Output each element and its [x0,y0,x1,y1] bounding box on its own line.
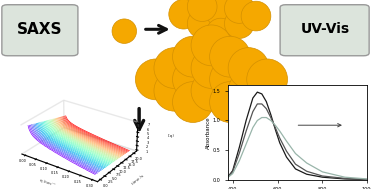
Ellipse shape [224,9,254,39]
Y-axis label: Absorbance: Absorbance [206,116,211,149]
Ellipse shape [247,59,288,100]
Ellipse shape [210,59,250,100]
Ellipse shape [169,0,198,29]
Ellipse shape [173,82,213,122]
Ellipse shape [173,36,213,77]
Ellipse shape [228,48,269,88]
Ellipse shape [112,19,137,43]
Ellipse shape [187,0,217,22]
Ellipse shape [154,70,195,111]
Ellipse shape [210,82,250,122]
Text: UV-Vis: UV-Vis [301,22,349,36]
Ellipse shape [154,48,195,88]
Y-axis label: time /s: time /s [131,174,145,186]
Ellipse shape [210,36,250,77]
Ellipse shape [206,0,236,27]
X-axis label: q /nm⁻¹: q /nm⁻¹ [39,178,55,187]
Ellipse shape [191,25,232,66]
Text: SAXS: SAXS [17,22,63,37]
Ellipse shape [187,9,217,39]
Ellipse shape [228,70,269,111]
Ellipse shape [135,59,176,100]
Ellipse shape [191,70,232,111]
Ellipse shape [224,0,254,23]
Ellipse shape [173,59,213,100]
FancyBboxPatch shape [280,5,369,56]
FancyBboxPatch shape [2,5,78,56]
Ellipse shape [191,48,232,88]
Ellipse shape [241,1,271,31]
Ellipse shape [206,18,236,48]
